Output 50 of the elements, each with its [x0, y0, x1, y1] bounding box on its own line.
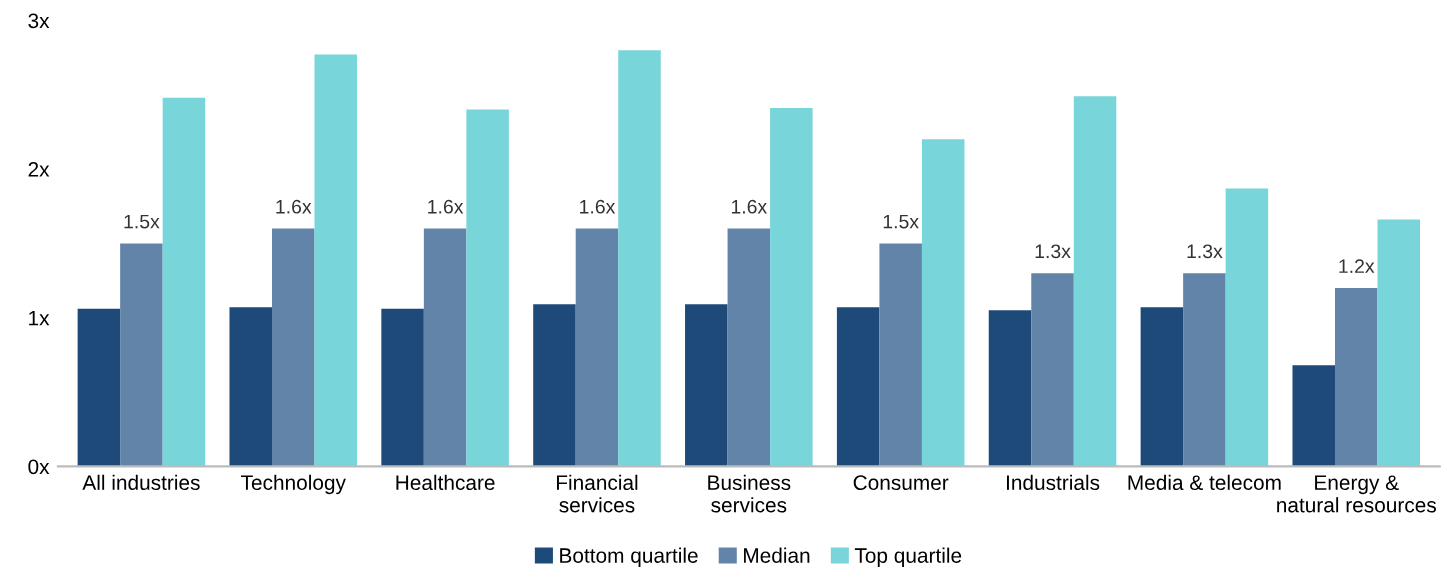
- x-tick-label: Technology: [241, 474, 346, 495]
- bar: [1225, 188, 1269, 467]
- bar: [162, 97, 206, 467]
- bar: [921, 139, 965, 467]
- bar: [1140, 307, 1184, 467]
- data-label: 1.5x: [124, 214, 160, 229]
- bar: [1292, 365, 1335, 467]
- data-label: 1.3x: [1035, 244, 1071, 259]
- y-tick-label: 3x: [28, 13, 50, 29]
- x-tick-label: Consumer: [853, 475, 949, 491]
- legend-label: Median: [744, 547, 810, 563]
- y-tick-label: 2x: [28, 162, 50, 177]
- legend-label: Top quartile: [854, 547, 962, 568]
- x-tick-label: All industries: [82, 474, 200, 491]
- bar: [575, 228, 619, 467]
- x-tick-label: Business services: [708, 474, 791, 513]
- bar: [381, 308, 424, 467]
- bar: [727, 228, 771, 467]
- bar: [120, 243, 163, 467]
- bar: [1183, 273, 1226, 467]
- bar: [1377, 219, 1421, 467]
- data-label: 1.2x: [1339, 259, 1375, 273]
- bar: [314, 54, 358, 467]
- y-tick-label: 1x: [29, 310, 50, 326]
- bar: [533, 304, 576, 467]
- bar: [685, 304, 728, 467]
- legend-label: Bottom quartile: [560, 547, 698, 568]
- bar: [466, 109, 509, 467]
- data-label: 1.5x: [883, 214, 919, 229]
- x-tick-label: Healthcare: [396, 474, 495, 491]
- bar: [423, 228, 467, 467]
- bar: [229, 307, 272, 467]
- data-label: 1.6x: [276, 199, 312, 214]
- bar: [770, 108, 813, 467]
- bar: [1073, 96, 1117, 467]
- bar: [988, 310, 1032, 467]
- bar: [1031, 273, 1074, 467]
- data-label: 1.6x: [731, 199, 767, 214]
- bar: [879, 243, 922, 467]
- data-label: 1.3x: [1187, 244, 1223, 259]
- x-tick-label: Financial services: [556, 474, 638, 513]
- bar: [618, 50, 661, 467]
- data-label: 1.6x: [580, 199, 616, 214]
- bar: [77, 308, 121, 467]
- bar: [836, 307, 880, 467]
- data-label: 1.6x: [428, 199, 464, 214]
- x-tick-label: Industrials: [1006, 474, 1100, 491]
- y-tick-label: 0x: [28, 459, 50, 475]
- bar: [272, 228, 315, 467]
- bar: [1334, 288, 1378, 467]
